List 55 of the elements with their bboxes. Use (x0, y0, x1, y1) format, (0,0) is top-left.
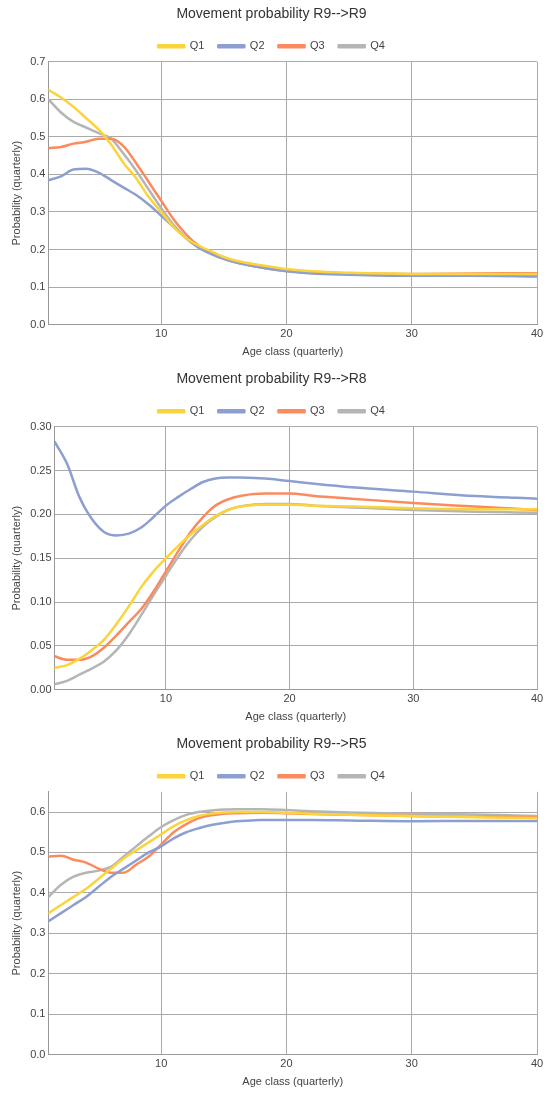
y-tick-label: 0.15 (30, 551, 52, 564)
y-tick-label: 0.0 (30, 1047, 46, 1060)
legend-label: Q2 (249, 39, 265, 52)
legend-label: Q1 (189, 39, 205, 52)
legend-label: Q3 (310, 39, 325, 52)
legend-label: Q4 (370, 39, 385, 52)
legend-label: Q3 (310, 769, 325, 782)
y-tick-label: 0.4 (30, 167, 46, 180)
x-tick-label: 20 (280, 1057, 293, 1070)
chart-title: Movement probability R9-->R5 (176, 735, 367, 752)
y-tick-label: 0.00 (30, 682, 52, 695)
y-tick-label: 0.6 (30, 805, 46, 818)
legend-label: Q3 (310, 404, 325, 417)
y-tick-label: 0.20 (30, 507, 52, 520)
x-tick-label: 10 (155, 327, 168, 340)
x-tick-label: 40 (530, 327, 544, 340)
y-axis-title: Probability (quarterly) (9, 870, 22, 976)
x-tick-label: 20 (280, 327, 293, 340)
x-tick-label: 20 (283, 692, 296, 705)
chart-title: Movement probability R9-->R9 (176, 5, 367, 22)
legend-label: Q1 (189, 769, 205, 782)
y-tick-label: 0.4 (30, 885, 46, 898)
x-axis-title: Age class (quarterly) (245, 710, 347, 723)
y-tick-label: 0.05 (30, 638, 52, 651)
x-axis-title: Age class (quarterly) (242, 1075, 344, 1088)
x-axis-title: Age class (quarterly) (242, 345, 344, 358)
y-tick-label: 0.30 (30, 419, 52, 432)
x-tick-label: 30 (407, 692, 420, 705)
legend-label: Q2 (249, 769, 265, 782)
y-tick-label: 0.0 (30, 317, 46, 330)
legend-label: Q4 (370, 404, 385, 417)
x-tick-label: 10 (159, 692, 173, 705)
y-tick-label: 0.2 (30, 242, 46, 255)
legend-label: Q2 (249, 404, 265, 417)
y-tick-label: 0.1 (30, 1007, 46, 1020)
legend-label: Q4 (370, 769, 385, 782)
chart-title: Movement probability R9-->R8 (176, 370, 367, 387)
x-tick-label: 10 (155, 1057, 168, 1070)
x-tick-label: 30 (405, 1057, 418, 1070)
y-tick-label: 0.1 (30, 280, 46, 293)
y-axis-title: Probability (quarterly) (9, 140, 22, 246)
y-tick-label: 0.5 (30, 845, 46, 858)
x-tick-label: 40 (530, 692, 544, 705)
x-tick-label: 40 (530, 1057, 544, 1070)
y-tick-label: 0.5 (30, 129, 46, 142)
y-tick-label: 0.7 (30, 54, 46, 67)
y-tick-label: 0.25 (30, 463, 52, 476)
y-tick-label: 0.10 (30, 595, 52, 608)
y-tick-label: 0.3 (30, 205, 46, 217)
y-tick-label: 0.6 (30, 92, 46, 105)
y-tick-label: 0.3 (30, 926, 46, 939)
x-tick-label: 30 (405, 327, 418, 340)
y-tick-label: 0.2 (30, 966, 46, 979)
legend-label: Q1 (189, 404, 205, 417)
y-axis-title: Probability (quarterly) (9, 505, 22, 611)
